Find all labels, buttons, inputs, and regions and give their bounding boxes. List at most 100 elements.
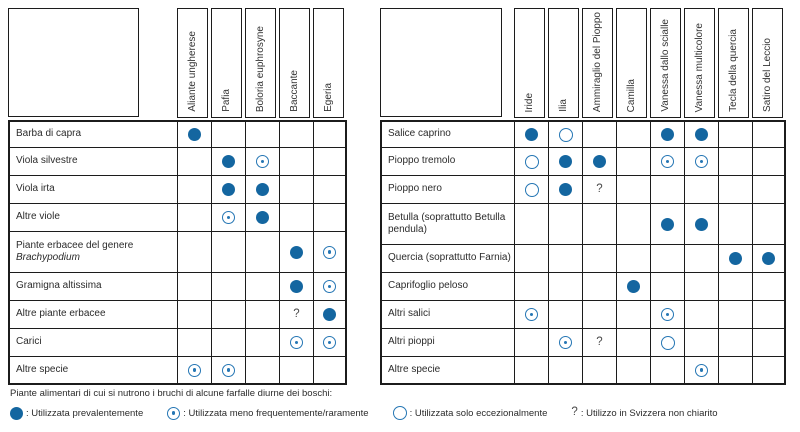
legend-items: : Utilizzata prevalentemente : Utilizzata…: [10, 406, 796, 420]
symbol-utilizzata-meno-frequentemente-icon: [290, 336, 303, 349]
column-header-cell: Egeria: [313, 8, 347, 120]
column-header-cell: Satiro del Leccio: [752, 8, 786, 120]
column-header-label: Baccante: [289, 70, 300, 112]
symbol-utilizzo-non-chiarito: ?: [293, 307, 300, 320]
row-label: Altre specie: [8, 357, 177, 385]
matrix-cell: [245, 120, 279, 148]
symbol-utilizzata-meno-frequentemente-icon: [661, 155, 674, 168]
legend-item-label: : Utilizzata solo eccezionalmente: [409, 407, 548, 419]
row-label-line: Gramigna altissima: [16, 280, 102, 292]
column-header-cell: Camilla: [616, 8, 650, 120]
matrix-cell: [616, 329, 650, 357]
row-label: Altre specie: [380, 357, 514, 385]
symbol-utilizzata-meno-frequentemente-icon: [323, 280, 336, 293]
legend-item-label: : Utilizzata meno frequentemente/raramen…: [183, 407, 369, 419]
row-label-line: Altre specie: [388, 363, 441, 375]
column-header-label: Ilia: [558, 99, 569, 112]
matrix-cell: [684, 273, 718, 301]
column-header-label: Iride: [524, 92, 535, 112]
column-header-cell: Vanessa multicolore: [684, 8, 718, 120]
column-header-box: Tecla della quercia: [718, 8, 749, 118]
matrix-cell: ?: [582, 329, 616, 357]
matrix-cell: [245, 148, 279, 176]
matrix-cell: [548, 176, 582, 204]
row-label-line: Viola irta: [16, 183, 55, 195]
column-header-box: Iride: [514, 8, 545, 118]
matrix-cell: [211, 176, 245, 204]
column-header-box: Ammiraglio del Pioppo: [582, 8, 613, 118]
matrix-cell: [514, 148, 548, 176]
matrix-cell: [245, 329, 279, 357]
symbol-utilizzata-prevalentemente-icon: [762, 252, 775, 265]
matrix-cell: [752, 245, 786, 273]
symbol-utilizzo-non-chiarito: ?: [596, 335, 603, 348]
matrix-cell: [684, 245, 718, 273]
matrix-cell: [616, 301, 650, 329]
matrix-cell: [616, 148, 650, 176]
matrix-cell: [514, 204, 548, 245]
symbol-utilizzata-meno-frequentemente-icon: [323, 245, 336, 259]
matrix-cell: [245, 176, 279, 204]
food-plants-table-right: Iride Ilia Ammiraglio del Pioppo Camilla Van…: [380, 8, 786, 385]
matrix-cell: [582, 120, 616, 148]
figure-caption: Piante alimentari di cui si nutrono i br…: [10, 388, 333, 399]
column-header-cell: Vanessa dallo scialle: [650, 8, 684, 120]
row-label-line: Altre specie: [16, 363, 69, 375]
column-header-label: Pafia: [221, 89, 232, 112]
column-header-cell: Tecla della quercia: [718, 8, 752, 120]
matrix-cell: [279, 232, 313, 273]
matrix-cell: [582, 273, 616, 301]
symbol-utilizzata-prevalentemente-icon: [10, 406, 23, 420]
matrix-cell: [718, 204, 752, 245]
food-plants-table-left: Aliante ungherese Pafia Boloria euphrosyne…: [8, 8, 347, 385]
column-header-label: Camilla: [626, 78, 637, 112]
symbol-center-dot: [171, 411, 176, 415]
column-header-label: Boloria euphrosyne: [255, 25, 266, 112]
symbol-utilizzata-meno-frequentemente-icon: [695, 155, 708, 168]
row-label-line: Carici: [16, 336, 42, 348]
legend-item-label: : Utilizzata prevalentemente: [26, 407, 144, 419]
matrix-cell: [616, 357, 650, 385]
matrix-cell: [177, 120, 211, 148]
header-corner-cell: [8, 8, 177, 120]
row-label: Altri pioppi: [380, 329, 514, 357]
column-header-label: Aliante ungherese: [187, 31, 198, 112]
row-label-line: Quercia (soprattutto Farnia): [388, 252, 511, 264]
matrix-cell: [177, 148, 211, 176]
matrix-cell: [279, 120, 313, 148]
symbol-utilizzata-prevalentemente-icon: [188, 128, 201, 141]
matrix-cell: [279, 273, 313, 301]
matrix-cell: [177, 273, 211, 301]
column-header-box: Vanessa dallo scialle: [650, 8, 681, 118]
symbol-center-dot: [327, 340, 332, 345]
symbol-utilizzata-prevalentemente-icon: [695, 217, 708, 231]
matrix-cell: [279, 357, 313, 385]
column-header-box: Satiro del Leccio: [752, 8, 783, 118]
row-label: Viola silvestre: [8, 148, 177, 176]
matrix-cell: [752, 120, 786, 148]
symbol-utilizzata-meno-frequentemente-icon: [323, 336, 336, 349]
legend-item-utilizzata-prevalentemente: : Utilizzata prevalentemente: [10, 406, 144, 420]
matrix-cell: [514, 120, 548, 148]
row-label: Betulla (soprattutto Betulla pendula): [380, 204, 514, 245]
matrix-cell: [313, 204, 347, 232]
matrix-cell: [718, 301, 752, 329]
symbol-utilizzata-solo-eccezionalmente-icon: [558, 127, 573, 142]
matrix-cell: [514, 273, 548, 301]
header-corner-box: [380, 8, 502, 117]
matrix-cell: [211, 232, 245, 273]
row-label-line: pendula): [388, 224, 427, 235]
tables-row: Aliante ungherese Pafia Boloria euphrosyne…: [8, 8, 786, 385]
column-header-cell: Ilia: [548, 8, 582, 120]
row-label-line: Piante erbacee del genere: [16, 239, 134, 251]
symbol-utilizzata-prevalentemente-icon: [290, 280, 303, 293]
symbol-utilizzata-meno-frequentemente-icon: [222, 211, 235, 224]
matrix-cell: [313, 301, 347, 329]
symbol-center-dot: [226, 215, 231, 220]
column-header-label: Satiro del Leccio: [762, 38, 773, 112]
matrix-cell: [548, 273, 582, 301]
matrix-cell: [211, 329, 245, 357]
symbol-center-dot: [699, 159, 704, 164]
matrix-cell: [548, 148, 582, 176]
column-header-box: Ilia: [548, 8, 579, 118]
